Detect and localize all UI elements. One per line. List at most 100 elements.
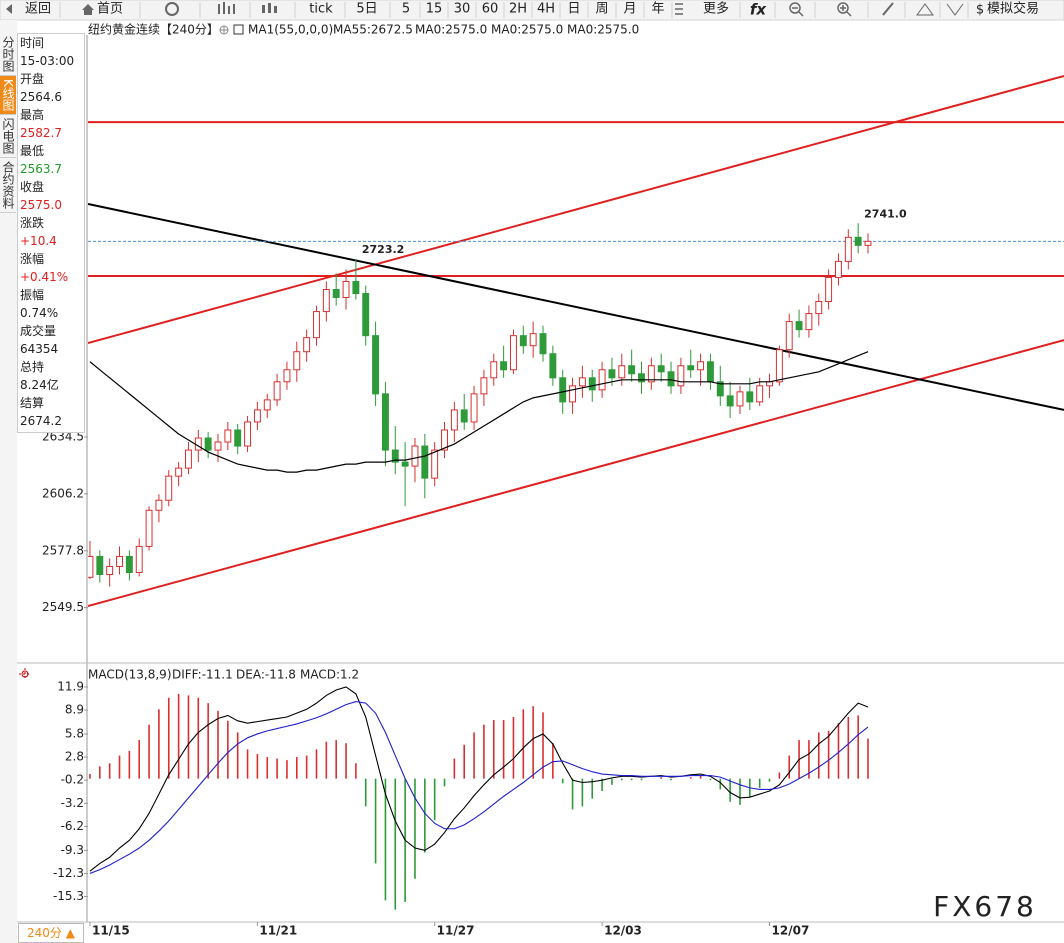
candle-body bbox=[815, 301, 823, 315]
toolbar-button[interactable]: 30 bbox=[454, 2, 471, 17]
candle-body bbox=[775, 349, 783, 383]
candle-body bbox=[756, 385, 764, 403]
info-value: +0.41% bbox=[20, 270, 69, 284]
candle-body bbox=[697, 361, 705, 371]
candle-body bbox=[431, 449, 439, 479]
info-label: 涨跌 bbox=[20, 216, 45, 230]
toolbar-button[interactable]: 60 bbox=[482, 2, 499, 17]
candle-body bbox=[283, 369, 291, 383]
toolbar-button[interactable]: tick bbox=[309, 2, 333, 17]
period-label: 【240分】 bbox=[160, 23, 219, 37]
toolbar-button[interactable]: 4H bbox=[537, 2, 555, 17]
candle-body bbox=[421, 445, 429, 479]
y-tick-label: 2634.5 bbox=[42, 430, 84, 444]
candle-body bbox=[529, 333, 537, 347]
watermark: FX678 bbox=[933, 890, 1037, 923]
info-value: 2575.0 bbox=[20, 198, 62, 212]
trend-line bbox=[88, 74, 1064, 345]
toolbar-button[interactable]: 模拟交易 bbox=[987, 1, 1039, 17]
info-label: 开盘 bbox=[20, 72, 45, 86]
info-value: +10.4 bbox=[20, 234, 57, 248]
y-tick-label: 2.8 bbox=[65, 750, 84, 764]
svg-text:fx: fx bbox=[750, 1, 768, 19]
toolbar-button[interactable]: 2H bbox=[509, 2, 527, 17]
candle-body bbox=[116, 555, 123, 567]
toolbar-button[interactable]: 5 bbox=[402, 2, 410, 17]
candle-body bbox=[549, 353, 557, 379]
legend-entry: DIFF:-11.1 bbox=[172, 668, 233, 682]
period-selector[interactable]: 240分 ▲ bbox=[18, 923, 84, 943]
candle-body bbox=[618, 365, 626, 379]
candle-body bbox=[106, 565, 114, 575]
legend-entry: MA0:2575.0 bbox=[415, 23, 487, 37]
candle-body bbox=[313, 311, 320, 339]
y-tick-label: -15.3 bbox=[53, 889, 84, 903]
toolbar-button[interactable]: 更多 bbox=[703, 1, 729, 17]
candle-body bbox=[578, 377, 586, 387]
info-label: 总持 bbox=[20, 360, 45, 374]
candle-body bbox=[460, 409, 468, 423]
candle-body bbox=[726, 395, 734, 407]
side-tab[interactable]: K线图 bbox=[0, 76, 16, 115]
side-tab[interactable]: 合约资料 bbox=[0, 157, 16, 213]
info-panel: 时间 15-03:00 开盘 2564.6 最高 2582.7 最低 2563.7 收盘 2575… bbox=[17, 33, 85, 433]
candle-body bbox=[155, 499, 163, 511]
side-tab[interactable]: 闪电图 bbox=[0, 114, 16, 158]
legend-entry: MA0:2575.0 bbox=[567, 23, 639, 37]
toolbar-icons: fx $ bbox=[6, 1, 984, 19]
toolbar-button[interactable]: 月 bbox=[623, 2, 636, 17]
info-label: 涨幅 bbox=[20, 252, 45, 266]
candle-body bbox=[332, 288, 340, 299]
svg-text:$: $ bbox=[976, 3, 984, 18]
legend-entry: MA0:2575.0 bbox=[491, 23, 563, 37]
info-label: 最低 bbox=[20, 144, 45, 158]
candle-body bbox=[204, 437, 212, 451]
trend-line bbox=[88, 339, 1064, 607]
y-tick-label: 2606.2 bbox=[42, 486, 84, 500]
toolbar-button[interactable]: 返回 bbox=[25, 2, 51, 17]
candle-body bbox=[785, 321, 793, 351]
toolbar-button[interactable]: 年 bbox=[651, 2, 664, 17]
candle-body bbox=[638, 373, 645, 383]
x-tick-label: 11/21 bbox=[259, 924, 297, 938]
info-value: 64354 bbox=[20, 342, 59, 356]
toolbar-button[interactable]: 首页 bbox=[97, 2, 123, 17]
y-tick-label: -12.3 bbox=[53, 866, 84, 880]
candle-body bbox=[795, 321, 803, 331]
toolbar-button[interactable]: 周 bbox=[595, 2, 608, 17]
info-label: 最高 bbox=[20, 108, 45, 122]
candle-body bbox=[628, 365, 636, 375]
side-tab[interactable]: 分时图 bbox=[0, 33, 16, 76]
candle-body bbox=[519, 335, 527, 347]
macd-plot bbox=[89, 686, 869, 910]
toolbar-button[interactable]: 15 bbox=[426, 2, 443, 17]
candle-body bbox=[825, 276, 833, 303]
macd-line bbox=[89, 701, 869, 874]
info-label: 成交量 bbox=[20, 324, 57, 338]
legend-entry: MACD:1.2 bbox=[300, 668, 359, 682]
y-tick-label: -9.3 bbox=[61, 843, 84, 857]
candle-body bbox=[706, 361, 714, 383]
candle-body bbox=[588, 377, 596, 391]
candle-body bbox=[805, 313, 813, 331]
info-value: 2563.7 bbox=[20, 162, 62, 176]
toolbar-button[interactable]: 5日 bbox=[356, 2, 377, 17]
info-value: 15-03:00 bbox=[20, 54, 75, 68]
candle-body bbox=[746, 391, 754, 403]
info-label: 结算 bbox=[20, 396, 45, 410]
y-tick-label: 2577.8 bbox=[42, 543, 84, 557]
info-value: 2582.7 bbox=[20, 126, 62, 140]
candle-body bbox=[303, 337, 311, 353]
toolbar-button[interactable]: 日 bbox=[567, 2, 580, 17]
candle-body bbox=[135, 545, 143, 573]
candle-body bbox=[381, 393, 389, 451]
info-label: 收盘 bbox=[20, 180, 45, 194]
candle-body bbox=[411, 445, 419, 467]
info-value: 8.24亿 bbox=[20, 378, 59, 392]
y-tick-label: -6.2 bbox=[61, 819, 84, 833]
candle-body bbox=[657, 365, 665, 373]
candle-body bbox=[194, 437, 202, 451]
side-bar bbox=[0, 20, 17, 943]
